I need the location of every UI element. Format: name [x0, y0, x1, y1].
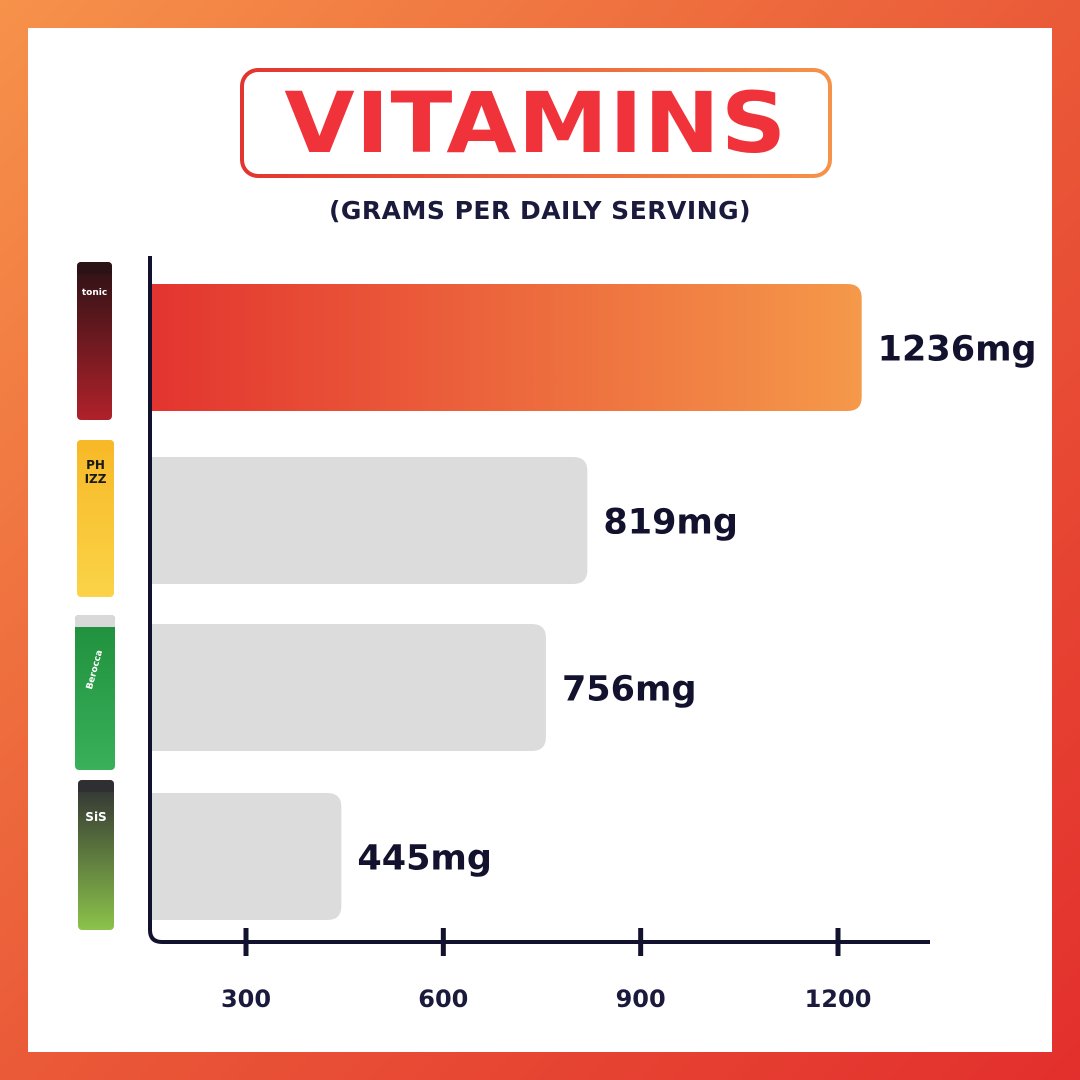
- tube-brand-text: SiS: [85, 810, 107, 824]
- title-inner: VITAMINS: [244, 72, 828, 174]
- value-label-phizz: 819mg: [603, 503, 738, 543]
- tube-brand-text: tonic: [81, 288, 108, 298]
- value-label-sis: 445mg: [357, 839, 492, 879]
- bar-phizz: [150, 457, 588, 584]
- chart-subtitle: (GRAMS PER DAILY SERVING): [328, 196, 752, 225]
- chart-title: VITAMINS: [284, 74, 788, 172]
- phizz-tube-icon: PH IZZ: [77, 440, 114, 597]
- sis-tube-icon: SiS: [78, 780, 114, 930]
- tube-cap: [75, 615, 115, 627]
- bar-tonic: [150, 284, 862, 411]
- value-label-tonic: 1236mg: [878, 330, 1037, 370]
- x-tick-label-1200: 1200: [805, 985, 872, 1013]
- bar-sis: [150, 793, 342, 920]
- tube-brand-text: PH IZZ: [84, 458, 107, 486]
- value-label-berocca: 756mg: [562, 670, 697, 710]
- x-tick-label-900: 900: [616, 985, 666, 1013]
- tube-cap: [77, 440, 114, 452]
- title-frame: VITAMINS: [240, 68, 832, 178]
- axis-line: [148, 256, 930, 944]
- x-tick-label-600: 600: [418, 985, 468, 1013]
- bar-berocca: [150, 624, 546, 751]
- berocca-tube-icon: Berocca: [75, 615, 115, 770]
- x-tick-label-300: 300: [221, 985, 271, 1013]
- tube-cap: [78, 780, 114, 792]
- tube-cap: [77, 262, 112, 274]
- tonic-tube-icon: tonic: [77, 262, 112, 420]
